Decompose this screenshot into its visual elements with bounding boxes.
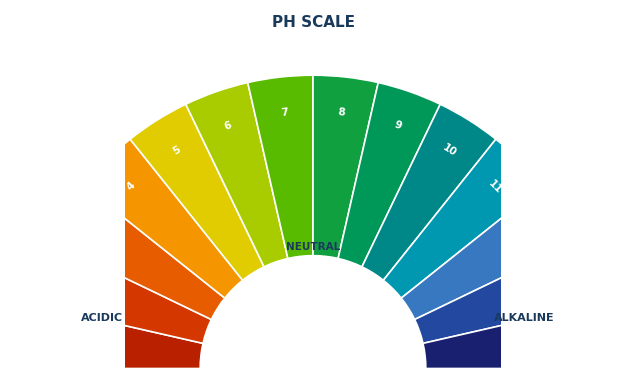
Text: 1: 1	[52, 335, 63, 344]
Wedge shape	[313, 75, 378, 259]
Wedge shape	[383, 139, 542, 298]
Wedge shape	[414, 241, 599, 343]
Text: ALKALINE: ALKALINE	[494, 313, 555, 323]
Wedge shape	[186, 83, 288, 267]
Wedge shape	[49, 186, 225, 320]
Text: PH SCALE: PH SCALE	[272, 15, 354, 30]
Wedge shape	[130, 104, 264, 280]
Text: 9: 9	[393, 120, 403, 132]
Wedge shape	[84, 139, 243, 298]
Text: 5: 5	[170, 144, 182, 157]
Wedge shape	[248, 75, 313, 259]
Wedge shape	[27, 241, 212, 343]
Text: 11: 11	[486, 178, 503, 195]
Text: NEUTRAL: NEUTRAL	[286, 242, 340, 252]
Wedge shape	[423, 303, 606, 368]
Wedge shape	[362, 104, 496, 280]
Text: 10: 10	[441, 143, 459, 159]
Text: 13: 13	[548, 275, 563, 292]
Text: 6: 6	[223, 120, 233, 132]
Text: 2: 2	[64, 279, 76, 289]
Wedge shape	[20, 303, 203, 368]
Text: 8: 8	[337, 108, 346, 118]
Text: 12: 12	[523, 223, 539, 240]
Text: 4: 4	[125, 180, 137, 193]
Text: 7: 7	[280, 108, 289, 118]
Wedge shape	[338, 83, 440, 267]
Wedge shape	[401, 186, 577, 320]
Text: 14: 14	[563, 332, 574, 347]
Text: ACIDIC: ACIDIC	[81, 313, 123, 323]
Text: 3: 3	[89, 226, 101, 237]
